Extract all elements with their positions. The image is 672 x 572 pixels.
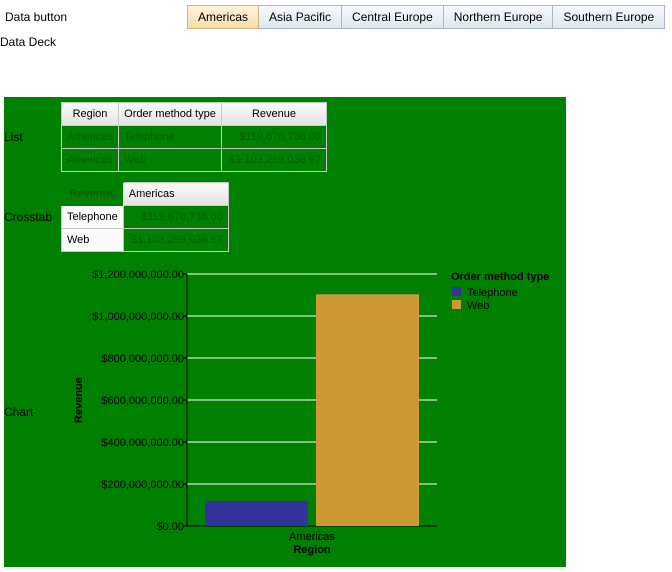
list-label: List xyxy=(4,130,23,144)
y-axis-title: Revenue xyxy=(73,377,85,423)
table-cell: Telephone xyxy=(118,125,222,149)
legend-swatch xyxy=(452,287,461,296)
y-tick-label: $400,000,000.00 xyxy=(101,437,184,449)
tab-central-europe[interactable]: Central Europe xyxy=(342,5,444,29)
y-tick-label: $1,000,000,000.00 xyxy=(92,311,184,323)
tab-northern-europe[interactable]: Northern Europe xyxy=(443,5,554,29)
tab-americas[interactable]: Americas xyxy=(187,5,260,29)
y-tick-label: $800,000,000.00 xyxy=(101,353,184,365)
crosstab-label: Crosstab xyxy=(4,210,53,224)
legend-label: Telephone xyxy=(467,287,518,299)
column-header: Order method type xyxy=(118,102,222,126)
crosstab-cell: $1,103,259,036.67 xyxy=(122,228,229,252)
data-button-label: Data button xyxy=(5,10,68,24)
list-table: Region Order method type Revenue America… xyxy=(61,102,327,172)
chart-label: Chart xyxy=(4,405,34,419)
legend-label: Web xyxy=(467,300,489,312)
bar-web xyxy=(316,294,419,526)
column-header: Region xyxy=(61,102,119,126)
crosstab-row: Telephone $119,676,736.00 xyxy=(61,205,229,229)
table-cell: $1,103,259,036.67 xyxy=(221,148,327,172)
table-row: Americas Web $1,103,259,036.67 xyxy=(61,148,327,172)
data-deck-label: Data Deck xyxy=(0,35,57,49)
x-axis-title: Region xyxy=(293,544,331,556)
x-tick-label: Americas xyxy=(289,531,335,543)
region-tab-bar: Americas Asia Pacific Central Europe Nor… xyxy=(187,5,666,29)
data-deck-panel: List Crosstab Chart Region Order method … xyxy=(4,97,566,567)
bar-telephone xyxy=(205,500,308,526)
crosstab-table: Revenue Americas Telephone $119,676,736.… xyxy=(61,182,229,252)
revenue-chart: $0.00 $200,000,000.00 $400,000,000.00 $600,… xyxy=(73,269,549,556)
tab-southern-europe[interactable]: Southern Europe xyxy=(553,5,666,29)
tab-asia-pacific[interactable]: Asia Pacific xyxy=(259,5,343,29)
crosstab-row-header: Telephone xyxy=(61,205,124,229)
crosstab-cell: $119,676,736.00 xyxy=(122,205,229,229)
y-tick-label: $0.00 xyxy=(156,521,184,533)
legend-swatch xyxy=(452,300,461,309)
crosstab-row: Web $1,103,259,036.67 xyxy=(61,228,229,252)
y-tick-label: $600,000,000.00 xyxy=(101,395,184,407)
crosstab-row-header: Web xyxy=(61,228,124,252)
legend-title: Order method type xyxy=(451,271,549,283)
table-cell: Americas xyxy=(61,148,119,172)
y-tick-label: $1,200,000,000.00 xyxy=(92,269,184,281)
crosstab-corner: Revenue xyxy=(69,188,116,200)
table-cell: Web xyxy=(118,148,222,172)
y-tick-label: $200,000,000.00 xyxy=(101,479,184,491)
